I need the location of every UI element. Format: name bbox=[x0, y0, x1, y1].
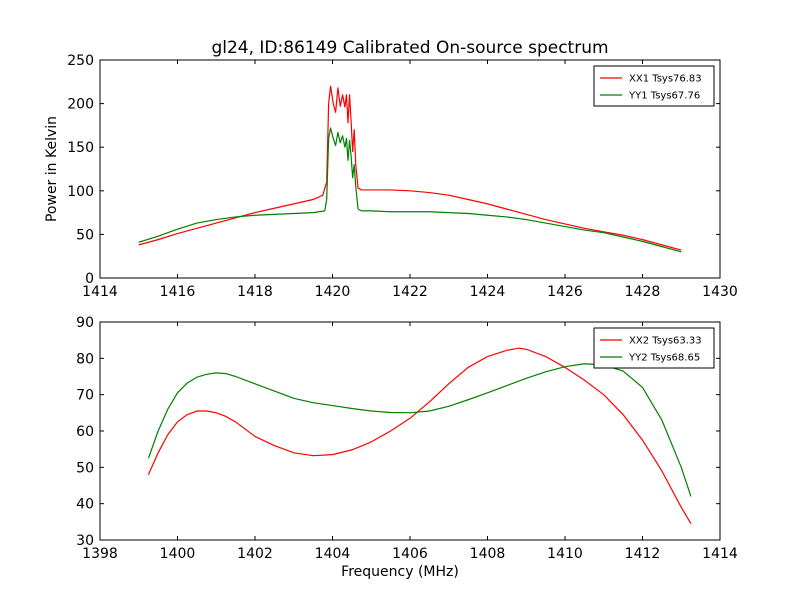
y-tick-label: 150 bbox=[67, 140, 94, 156]
chart-panel-2: 1398 1400 1402 1404 1406 1408 1410 1412 1414 30 40… bbox=[76, 315, 738, 580]
legend-entry: XX2 Tsys63.33 bbox=[629, 336, 702, 347]
x-tick-label: 1406 bbox=[392, 546, 428, 562]
chart-panel-1: 1414 1416 1418 1420 1422 1424 1426 1428 1430 0 50 1… bbox=[44, 53, 738, 300]
x-tick-label: 1422 bbox=[392, 284, 428, 300]
x-tick-label: 1414 bbox=[82, 284, 118, 300]
y-tick-label: 40 bbox=[76, 497, 94, 513]
x-tick-label: 1418 bbox=[237, 284, 273, 300]
x-tick-label: 1430 bbox=[702, 284, 738, 300]
x-tick-label: 1414 bbox=[702, 546, 738, 562]
y-tick-label: 60 bbox=[76, 424, 94, 440]
y-tick-label: 50 bbox=[76, 460, 94, 476]
series-line-1-2 bbox=[138, 127, 682, 253]
x-tick-label: 1428 bbox=[625, 284, 661, 300]
legend-box bbox=[593, 327, 715, 369]
x-tick-label: 1402 bbox=[237, 546, 273, 562]
x-tick-label: 1420 bbox=[315, 284, 351, 300]
legend-entry: XX1 Tsys76.83 bbox=[629, 74, 702, 85]
series-line-2-2 bbox=[147, 363, 692, 497]
x-tick-label: 1404 bbox=[315, 546, 351, 562]
figure-title: gl24, ID:86149 Calibrated On-source spec… bbox=[211, 38, 608, 58]
series-line-2-1 bbox=[147, 347, 692, 524]
x-axis-label: Frequency (MHz) bbox=[341, 564, 459, 580]
y-tick-label: 250 bbox=[67, 53, 94, 69]
x-tick-label: 1424 bbox=[470, 284, 506, 300]
y-tick-label: 90 bbox=[76, 315, 94, 331]
legend-entry: YY1 Tsys67.76 bbox=[628, 91, 700, 102]
x-tick-label: 1426 bbox=[547, 284, 583, 300]
legend-1: XX1 Tsys76.83 YY1 Tsys67.76 bbox=[593, 65, 715, 107]
y-tick-label: 30 bbox=[76, 533, 94, 549]
y-axis-label: Power in Kelvin bbox=[44, 116, 60, 222]
x-tick-label: 1398 bbox=[82, 546, 118, 562]
y-tick-label: 70 bbox=[76, 388, 94, 404]
series-line-1-1 bbox=[138, 85, 682, 251]
chart-panels: 1414 1416 1418 1420 1422 1424 1426 1428 14300501… bbox=[44, 53, 738, 580]
x-tick-label: 1412 bbox=[625, 546, 661, 562]
x-tick-label: 1416 bbox=[160, 284, 196, 300]
y-tick-label: 0 bbox=[85, 271, 94, 287]
x-tick-label: 1408 bbox=[470, 546, 506, 562]
y-tick-label: 100 bbox=[67, 184, 94, 200]
legend-entry: YY2 Tsys68.65 bbox=[628, 353, 700, 364]
y-tick-label: 50 bbox=[76, 227, 94, 243]
legend-2: XX2 Tsys63.33 YY2 Tsys68.65 bbox=[593, 327, 715, 369]
x-tick-label: 1400 bbox=[160, 546, 196, 562]
legend-box bbox=[593, 65, 715, 107]
y-tick-label: 200 bbox=[67, 97, 94, 113]
x-tick-label: 1410 bbox=[547, 546, 583, 562]
y-tick-label: 80 bbox=[76, 351, 94, 367]
